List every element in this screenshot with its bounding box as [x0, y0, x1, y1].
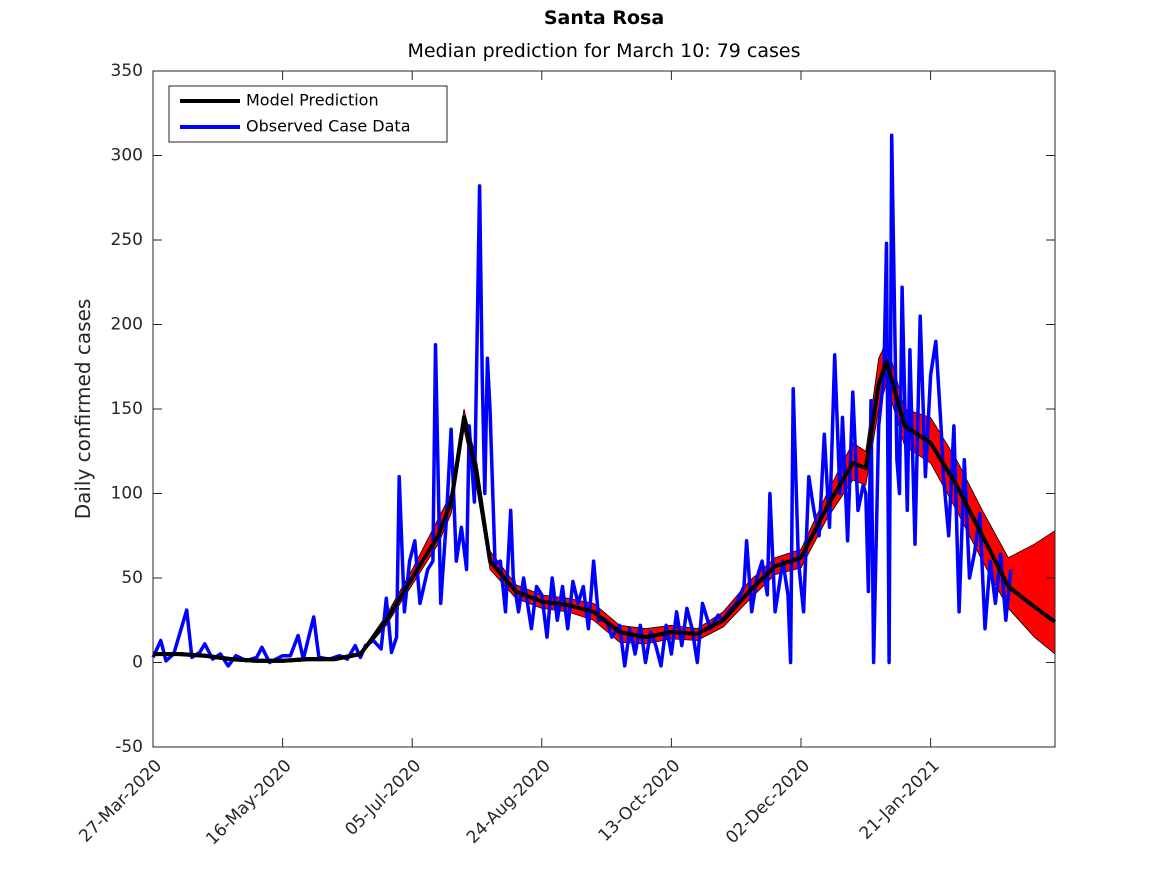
chart-title: Santa Rosa: [544, 7, 664, 29]
series-line: [153, 359, 1057, 663]
y-axis-label: Daily confirmed cases: [71, 299, 95, 520]
y-tick-label: -50: [115, 737, 143, 757]
y-tick-label: 150: [111, 399, 143, 419]
legend-label: Model Prediction: [246, 91, 379, 110]
y-tick-label: 250: [111, 230, 143, 250]
legend-label: Observed Case Data: [246, 117, 411, 136]
legend-box: [168, 85, 448, 143]
y-tick-label: 50: [121, 568, 143, 588]
y-tick-label: 0: [132, 653, 143, 673]
y-tick-label: 350: [111, 61, 143, 81]
y-tick-label: 300: [111, 146, 143, 166]
y-tick-label: 100: [111, 484, 143, 504]
y-tick-label: 200: [111, 315, 143, 335]
chart-subtitle: Median prediction for March 10: 79 cases: [407, 40, 800, 62]
